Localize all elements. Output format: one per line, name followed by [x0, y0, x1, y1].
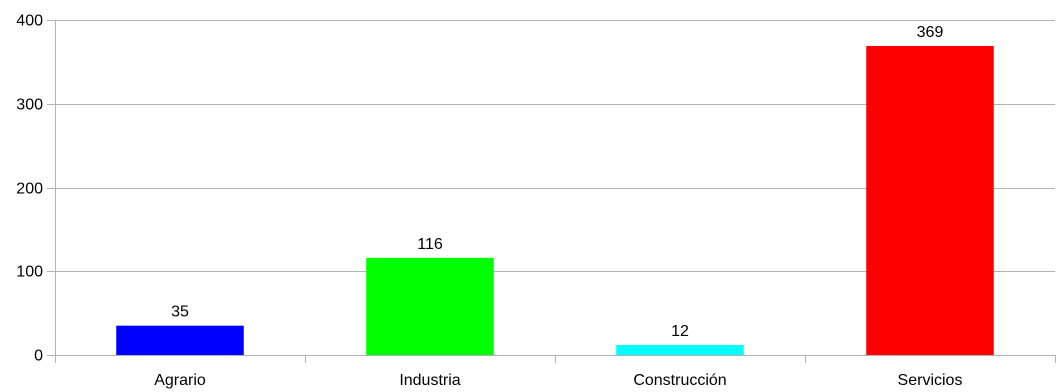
x-category-label: Industria — [399, 372, 460, 389]
y-tick-label: 0 — [34, 348, 43, 365]
y-tick-label: 400 — [16, 13, 43, 30]
data-label: 116 — [417, 236, 443, 253]
x-category-label: Servicios — [898, 372, 963, 389]
bars — [116, 45, 994, 356]
y-tick-label: 100 — [16, 264, 43, 281]
bar-construcción — [616, 344, 744, 355]
bar-servicios — [866, 45, 994, 356]
y-tick-label: 200 — [16, 181, 43, 198]
data-label: 12 — [671, 323, 689, 340]
data-labels: 35 116 12 369 — [171, 24, 943, 340]
x-axis-ticks: Agrario Industria Construcción Servicios — [55, 355, 1056, 389]
y-axis-ticks: 0 100 200 300 400 — [16, 13, 55, 365]
y-tick-label: 300 — [16, 97, 43, 114]
bar-industria — [366, 257, 494, 355]
x-category-label: Construcción — [633, 372, 726, 389]
data-label: 369 — [917, 24, 944, 41]
data-label: 35 — [171, 304, 189, 321]
x-category-label: Agrario — [154, 372, 206, 389]
bar-agrario — [116, 325, 244, 355]
